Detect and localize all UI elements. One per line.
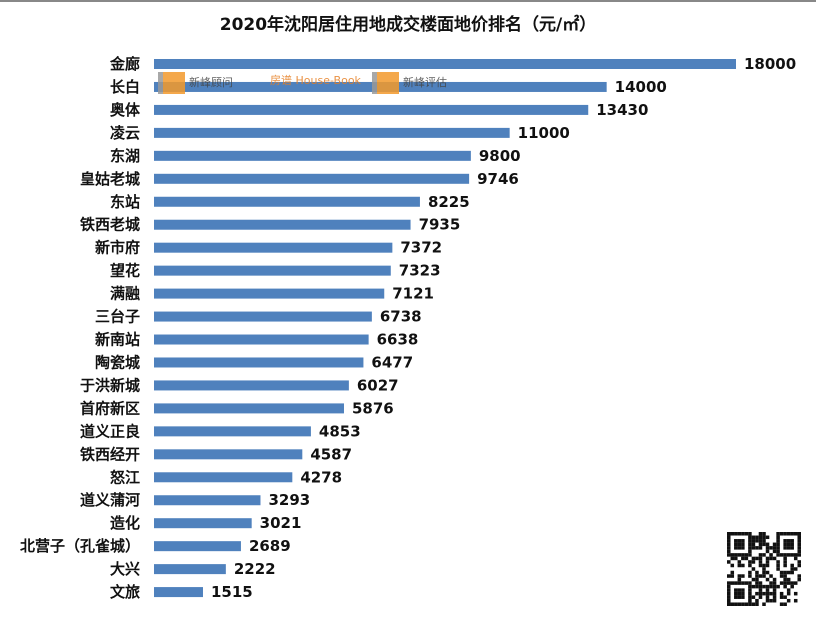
category-label: 文旅 [110,583,140,601]
category-label: 道义正良 [80,422,140,440]
category-label: 北营子（孔雀城） [20,537,140,555]
category-label: 于洪新城 [80,376,140,394]
data-label: 11000 [518,124,570,142]
data-label: 3293 [268,491,310,509]
data-label: 2689 [249,537,291,555]
qr-code-icon [727,532,801,606]
category-label: 满融 [110,285,140,303]
category-label: 铁西老城 [80,216,140,234]
category-label: 凌云 [110,124,140,142]
data-label: 6738 [380,308,422,326]
bar [154,541,241,552]
bar [154,59,736,69]
data-label: 4587 [310,445,352,463]
category-label: 长白 [110,78,140,96]
data-label: 3021 [260,514,302,532]
category-label: 大兴 [110,560,140,578]
category-label: 道义蒲河 [80,491,140,509]
data-label: 1515 [211,583,253,601]
category-label: 造化 [110,514,140,532]
data-label: 7121 [392,285,434,303]
data-label: 6027 [357,376,399,394]
bar [154,380,349,391]
data-label: 5876 [352,399,394,417]
bar [154,403,344,414]
bar [154,495,261,506]
bar [154,449,303,460]
bar [154,196,420,207]
bar [154,265,391,276]
category-label: 新南站 [95,331,140,349]
data-label: 6638 [377,331,419,349]
bar [154,288,385,299]
category-label: 东湖 [110,147,140,165]
bar [154,173,470,184]
bar [154,426,311,437]
watermark-logo-xinfeng-consult: 新峰顾问 [158,72,233,94]
data-label: 7372 [400,239,442,257]
bar [154,518,252,529]
data-label: 7935 [419,216,461,234]
category-label: 首府新区 [80,399,140,417]
data-label: 7323 [399,262,441,280]
category-label: 望花 [110,262,140,280]
watermark-logo-housebook: 房谱 House-Book [270,74,361,87]
category-label: 奥体 [110,101,141,119]
chart-title: 2020年沈阳居住用地成交楼面地价排名（元/㎡） [219,15,597,35]
category-label: 怒江 [110,468,140,486]
data-label: 4853 [319,422,361,440]
data-label: 8225 [428,193,470,211]
bar [154,334,369,345]
bar [154,472,293,483]
watermark-logo-xinfeng-appraisal: 新峰评估 [372,72,447,94]
data-label: 4278 [300,468,342,486]
category-label: 金廊 [109,55,140,73]
bar [154,127,510,138]
category-label: 铁西经开 [80,445,140,463]
data-label: 2222 [234,560,276,578]
category-label: 东站 [110,193,140,211]
bar [154,150,471,161]
category-label: 陶瓷城 [95,353,140,371]
data-label: 6477 [371,353,413,371]
bar [154,242,393,253]
bar [154,357,364,368]
category-label: 皇姑老城 [80,170,140,188]
data-label: 9800 [479,147,521,165]
data-label: 14000 [615,78,667,96]
data-label: 18000 [744,55,796,73]
category-label: 三台子 [95,308,140,326]
bar [154,587,203,598]
bar [154,564,226,575]
data-label: 9746 [477,170,519,188]
bar [154,104,589,115]
category-label: 新市府 [95,239,140,257]
bar [154,219,411,230]
bar [154,311,372,322]
data-label: 13430 [596,101,648,119]
